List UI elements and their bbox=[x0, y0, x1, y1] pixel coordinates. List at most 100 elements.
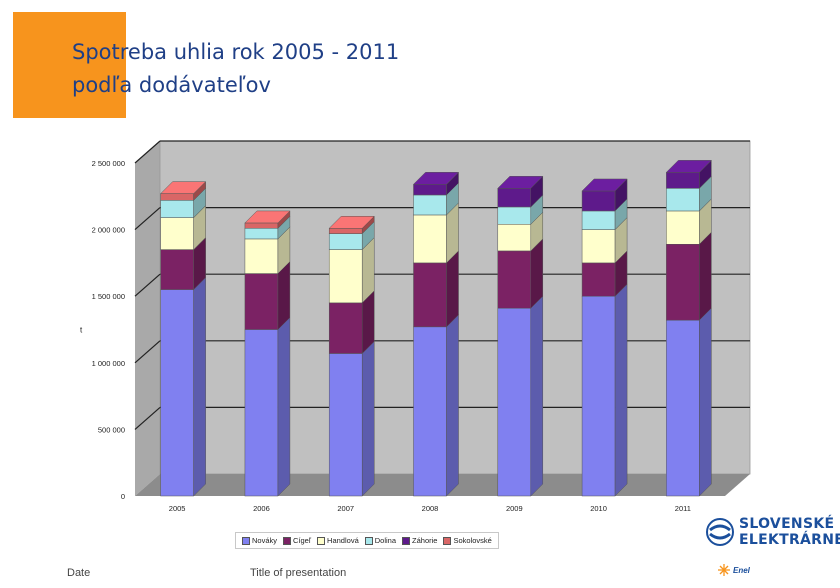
legend-item: Sokolovské bbox=[443, 536, 492, 545]
legend-swatch bbox=[283, 536, 292, 545]
x-tick-label: 2011 bbox=[675, 504, 691, 513]
y-tick-label: 500 000 bbox=[98, 425, 125, 434]
bar-segment bbox=[666, 172, 700, 189]
legend-item: Nováky bbox=[242, 536, 277, 545]
footer-title: Title of presentation bbox=[250, 567, 347, 579]
chart-side-wall bbox=[135, 141, 160, 496]
legend-item: Cígeľ bbox=[283, 536, 311, 545]
bar-top bbox=[412, 172, 460, 185]
bar-segment bbox=[244, 329, 279, 497]
legend-item: Záhorie bbox=[402, 536, 437, 545]
bar-segment bbox=[328, 233, 363, 250]
bar-segment bbox=[497, 188, 532, 208]
bar-segment bbox=[244, 228, 279, 240]
bar-segment bbox=[581, 229, 616, 264]
y-tick-label: 2 000 000 bbox=[92, 226, 125, 235]
bar-segment bbox=[581, 262, 616, 297]
x-tick-label: 2008 bbox=[422, 504, 439, 513]
footer-date: Date bbox=[67, 567, 91, 579]
bar-segment bbox=[497, 250, 532, 309]
gridline-diagonal bbox=[134, 140, 161, 164]
bar-segment bbox=[666, 188, 700, 212]
bar-segment bbox=[328, 249, 363, 304]
y-axis-label: t bbox=[80, 326, 83, 335]
bar-segment bbox=[581, 295, 616, 497]
y-tick-label: 1 000 000 bbox=[92, 359, 125, 368]
bar-segment-side bbox=[193, 276, 206, 497]
gridline-diagonal bbox=[134, 340, 161, 364]
bar-segment bbox=[328, 302, 363, 354]
bar-segment bbox=[497, 206, 532, 225]
x-tick-label: 2005 bbox=[169, 504, 186, 513]
bar-segment-side bbox=[530, 295, 544, 497]
bar-segment-side bbox=[446, 314, 459, 497]
bar-segment bbox=[244, 273, 279, 330]
bar-top bbox=[665, 160, 712, 173]
company-logo-icon bbox=[706, 518, 734, 546]
x-tick-label: 2007 bbox=[337, 504, 354, 513]
bar-segment bbox=[581, 190, 616, 212]
bar-top bbox=[244, 210, 291, 224]
bar-segment bbox=[413, 326, 447, 497]
legend-swatch bbox=[317, 536, 326, 545]
parent-logo: Enel bbox=[718, 564, 750, 576]
bar-segment bbox=[413, 262, 447, 328]
bar-segment bbox=[413, 194, 447, 216]
bar-segment bbox=[328, 353, 363, 497]
legend-swatch bbox=[402, 536, 411, 545]
bar-segment bbox=[497, 224, 532, 252]
bar-segment-side bbox=[277, 316, 291, 497]
company-name: SLOVENSKÉ ELEKTRÁRNE bbox=[739, 516, 840, 548]
legend-label: Cígeľ bbox=[293, 536, 312, 545]
bar-segment-side bbox=[699, 307, 712, 497]
bar-segment bbox=[160, 249, 194, 290]
bar-segment bbox=[497, 307, 532, 497]
x-tick-label: 2006 bbox=[253, 504, 270, 513]
y-tick-label: 0 bbox=[121, 492, 125, 501]
bar-segment bbox=[244, 238, 279, 274]
legend-label: Sokolovské bbox=[453, 536, 492, 545]
bar-segment bbox=[328, 228, 363, 234]
bar-segment-side bbox=[446, 250, 459, 328]
gridline-diagonal bbox=[134, 406, 161, 430]
y-tick-label: 2 500 000 bbox=[92, 159, 125, 168]
bar-segment bbox=[666, 319, 700, 497]
bar-segment bbox=[244, 222, 279, 229]
bar-segment-side bbox=[699, 231, 712, 321]
bar-segment-side bbox=[614, 283, 628, 497]
bar-segment bbox=[413, 184, 447, 196]
bar-segment bbox=[581, 210, 616, 230]
bar-top bbox=[160, 181, 207, 194]
bar-top bbox=[581, 178, 628, 192]
legend-swatch bbox=[443, 536, 452, 545]
x-tick-label: 2009 bbox=[506, 504, 523, 513]
y-tick-label: 1 500 000 bbox=[92, 292, 125, 301]
gridline-diagonal bbox=[134, 207, 161, 231]
company-logo: SLOVENSKÉ ELEKTRÁRNE bbox=[705, 516, 840, 548]
legend-swatch bbox=[364, 536, 373, 545]
bar-top bbox=[328, 216, 375, 229]
enel-logo-text: Enel bbox=[733, 565, 750, 575]
gridline-diagonal bbox=[134, 273, 161, 297]
bar-segment bbox=[666, 210, 700, 245]
bar-segment bbox=[666, 244, 700, 321]
enel-logo-icon bbox=[718, 564, 730, 576]
bar-top bbox=[497, 176, 544, 189]
bar-segment bbox=[413, 214, 447, 264]
bar-segment bbox=[160, 200, 194, 218]
legend-label: Záhorie bbox=[412, 536, 438, 545]
legend-label: Nováky bbox=[252, 536, 278, 545]
bar-segment-side bbox=[361, 340, 375, 497]
slide-title-line-2: podľa dodávateľov bbox=[72, 73, 271, 97]
legend-item: Dolina bbox=[364, 536, 396, 545]
legend-item: Handlová bbox=[317, 536, 359, 545]
bar-segment bbox=[160, 193, 194, 201]
legend-swatch bbox=[242, 536, 250, 545]
legend-label: Handlová bbox=[327, 536, 359, 545]
bar-segment bbox=[160, 289, 194, 497]
accent-box bbox=[13, 12, 126, 118]
chart-legend: Nováky Cígeľ Handlová Dolina Záhorie Sokolovs… bbox=[235, 532, 499, 549]
bar-segment bbox=[160, 217, 194, 250]
slide-title-line-1: Spotreba uhlia rok 2005 - 2011 bbox=[72, 40, 400, 64]
